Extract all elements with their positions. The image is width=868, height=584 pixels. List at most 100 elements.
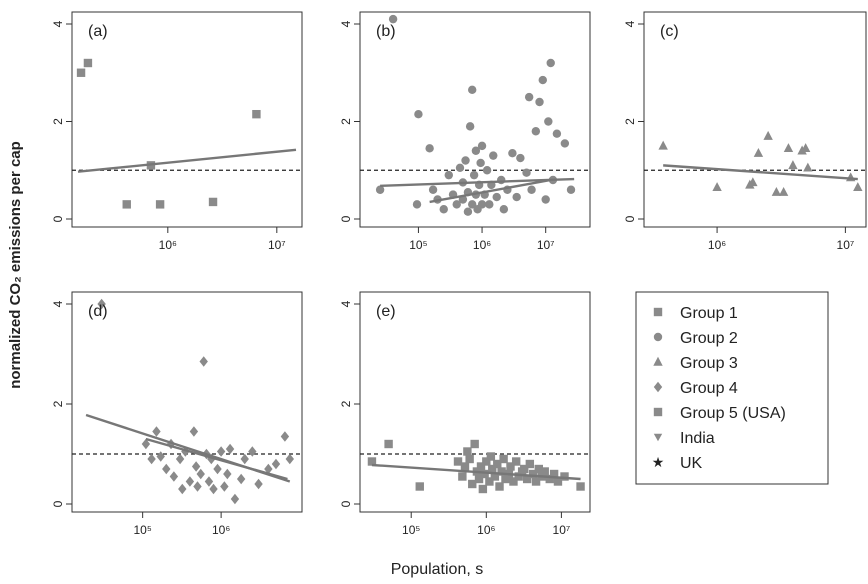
data-point (367, 457, 377, 466)
data-point (468, 85, 477, 95)
data-point (803, 162, 813, 172)
panel-label: (e) (376, 303, 396, 320)
panel-frame (359, 11, 591, 228)
data-point (522, 474, 532, 484)
data-point (280, 431, 290, 442)
data-point (83, 58, 93, 68)
data-point (375, 185, 385, 194)
y-tick-label: 2 (623, 118, 637, 125)
panel-label: (c) (660, 23, 679, 40)
fit-line (145, 437, 288, 481)
data-point (493, 459, 502, 469)
data-point (156, 451, 165, 462)
x-tick-label: 10⁷ (837, 238, 855, 252)
data-point (147, 453, 156, 465)
y-tick-label: 2 (339, 118, 353, 125)
legend-marker: ★ (652, 454, 665, 470)
data-point (193, 481, 202, 492)
data-point (152, 426, 161, 437)
data-point (204, 476, 214, 487)
data-point (538, 75, 547, 85)
data-point (254, 478, 263, 490)
data-point (384, 439, 393, 449)
data-point (414, 109, 423, 119)
data-point (524, 92, 534, 102)
data-point (528, 469, 538, 479)
data-point (771, 186, 782, 196)
legend-entry: India (653, 430, 715, 447)
data-point (213, 463, 222, 475)
data-point (428, 185, 438, 194)
panel-2: 0 2 4 10⁵ 10⁶ 10⁷ (b) (339, 11, 591, 252)
panel-frame (71, 11, 303, 228)
data-point (175, 453, 185, 465)
data-point (476, 158, 485, 168)
data-point (477, 141, 487, 151)
data-point (141, 438, 151, 450)
y-tick-label: 0 (339, 215, 353, 222)
data-point (497, 467, 506, 476)
data-point (763, 130, 773, 140)
data-point (531, 477, 541, 486)
data-point (468, 200, 477, 209)
y-axis-label: normalized CO₂ emissions per cap (7, 141, 24, 389)
data-point (223, 468, 232, 480)
fit-line (371, 463, 581, 481)
data-point (271, 458, 281, 470)
data-point (444, 170, 453, 180)
data-point (470, 439, 479, 449)
data-point (453, 457, 463, 466)
x-tick-label: 10⁶ (477, 523, 495, 537)
data-point (162, 463, 171, 475)
y-tick-label: 4 (51, 300, 65, 307)
data-point (522, 168, 531, 177)
data-point (185, 476, 195, 487)
fit-line (429, 178, 551, 204)
data-point (388, 14, 398, 24)
data-point (501, 474, 510, 484)
data-point (566, 185, 576, 194)
data-point (480, 469, 489, 479)
panel-label: (d) (88, 303, 108, 320)
data-point (712, 182, 722, 192)
x-tick-label: 10⁵ (409, 238, 427, 252)
data-point (465, 454, 474, 464)
fit-line (380, 177, 575, 188)
data-point (497, 175, 506, 185)
data-point (482, 166, 492, 175)
data-point (412, 200, 422, 209)
data-point (535, 97, 544, 107)
data-point (155, 200, 165, 209)
legend-label: Group 4 (680, 380, 738, 397)
y-tick-label: 4 (51, 20, 65, 27)
x-tick-label: 10⁶ (708, 238, 726, 252)
data-point (252, 109, 261, 119)
data-point (489, 151, 498, 160)
data-point (486, 452, 496, 461)
legend-entry: Group 1 (653, 305, 738, 322)
data-point (783, 143, 794, 153)
x-tick-label: 10⁷ (553, 523, 571, 537)
data-point (169, 471, 179, 482)
data-point (527, 185, 536, 194)
data-point (482, 457, 491, 466)
y-tick-label: 0 (623, 215, 637, 222)
data-point (508, 148, 517, 158)
y-tick-label: 0 (51, 500, 65, 507)
data-point (415, 482, 424, 491)
data-point (516, 153, 525, 163)
legend-label: India (680, 430, 715, 447)
data-point (753, 147, 764, 157)
panel-4: 0 2 4 10⁵ 10⁶ (d) (51, 291, 303, 537)
x-tick-label: 10⁶ (159, 238, 177, 252)
legend-entry: ★ UK (652, 454, 703, 472)
data-point (560, 472, 569, 481)
data-point (209, 483, 218, 495)
data-point (546, 58, 555, 68)
data-point (541, 195, 550, 204)
panel-label: (a) (88, 23, 108, 40)
x-tick-label: 10⁷ (537, 238, 555, 252)
data-point (469, 170, 479, 180)
